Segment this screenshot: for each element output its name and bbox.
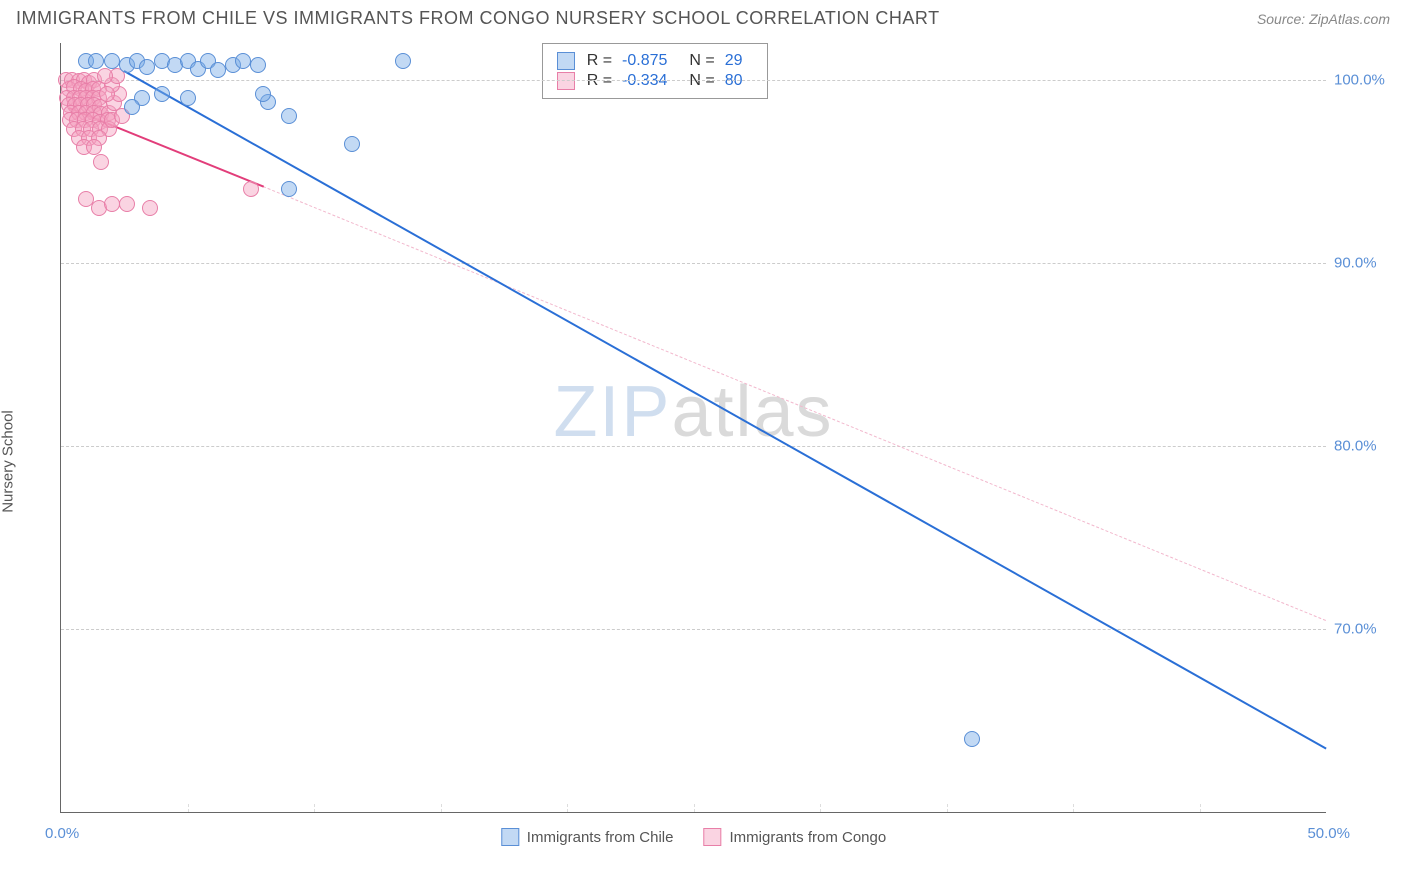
x-minor-tick bbox=[441, 804, 442, 812]
data-point bbox=[255, 86, 271, 102]
y-tick-label: 80.0% bbox=[1334, 437, 1398, 454]
gridline bbox=[61, 629, 1326, 630]
data-point bbox=[235, 53, 251, 69]
trend-line bbox=[263, 186, 1326, 621]
data-point bbox=[344, 136, 360, 152]
x-axis-min: 0.0% bbox=[45, 825, 79, 842]
y-axis-label: Nursery School bbox=[0, 410, 17, 513]
x-minor-tick bbox=[820, 804, 821, 812]
data-point bbox=[99, 86, 115, 102]
data-point bbox=[395, 53, 411, 69]
data-point bbox=[104, 196, 120, 212]
data-point bbox=[142, 200, 158, 216]
legend-label: Immigrants from Congo bbox=[729, 829, 886, 846]
data-point bbox=[281, 181, 297, 197]
x-minor-tick bbox=[567, 804, 568, 812]
r-label: R = bbox=[587, 72, 612, 90]
r-label: R = bbox=[587, 52, 612, 70]
chart-title: IMMIGRANTS FROM CHILE VS IMMIGRANTS FROM… bbox=[16, 8, 940, 29]
y-tick-label: 70.0% bbox=[1334, 620, 1398, 637]
title-bar: IMMIGRANTS FROM CHILE VS IMMIGRANTS FROM… bbox=[0, 0, 1406, 33]
data-point bbox=[154, 86, 170, 102]
gridline bbox=[61, 80, 1326, 81]
correlation-legend: R = -0.875 N = 29 R = -0.334 N = 80 bbox=[542, 43, 768, 99]
data-point bbox=[180, 90, 196, 106]
trend-line bbox=[124, 71, 1327, 750]
watermark: ZIPatlas bbox=[553, 371, 833, 453]
watermark-part1: ZIP bbox=[553, 372, 671, 452]
legend-item: Immigrants from Congo bbox=[703, 828, 886, 846]
plot-region: ZIPatlas R = -0.875 N = 29 R = -0.334 N … bbox=[60, 43, 1326, 813]
data-point bbox=[964, 731, 980, 747]
data-point bbox=[86, 139, 102, 155]
r-value: -0.334 bbox=[622, 72, 667, 90]
legend-row: R = -0.334 N = 80 bbox=[557, 72, 753, 90]
legend-label: Immigrants from Chile bbox=[527, 829, 674, 846]
legend-swatch-chile bbox=[557, 52, 575, 70]
data-point bbox=[88, 53, 104, 69]
series-legend: Immigrants from Chile Immigrants from Co… bbox=[501, 828, 886, 846]
gridline bbox=[61, 263, 1326, 264]
data-point bbox=[97, 68, 113, 84]
x-minor-tick bbox=[1200, 804, 1201, 812]
legend-swatch-congo bbox=[703, 828, 721, 846]
data-point bbox=[93, 154, 109, 170]
x-minor-tick bbox=[314, 804, 315, 812]
data-point bbox=[243, 181, 259, 197]
data-point bbox=[250, 57, 266, 73]
gridline bbox=[61, 446, 1326, 447]
x-minor-tick bbox=[947, 804, 948, 812]
data-point bbox=[281, 108, 297, 124]
legend-row: R = -0.875 N = 29 bbox=[557, 52, 753, 70]
data-point bbox=[210, 62, 226, 78]
chart-area: Nursery School ZIPatlas R = -0.875 N = 2… bbox=[0, 33, 1406, 873]
data-point bbox=[139, 59, 155, 75]
y-tick-label: 90.0% bbox=[1334, 254, 1398, 271]
x-axis-max: 50.0% bbox=[1307, 825, 1350, 842]
x-minor-tick bbox=[1073, 804, 1074, 812]
r-value: -0.875 bbox=[622, 52, 667, 70]
n-value: 29 bbox=[725, 52, 743, 70]
x-minor-tick bbox=[694, 804, 695, 812]
watermark-part2: atlas bbox=[671, 372, 833, 452]
n-label: N = bbox=[689, 72, 714, 90]
source-label: Source: ZipAtlas.com bbox=[1257, 11, 1390, 27]
n-value: 80 bbox=[725, 72, 743, 90]
legend-swatch-congo bbox=[557, 72, 575, 90]
legend-swatch-chile bbox=[501, 828, 519, 846]
x-minor-tick bbox=[188, 804, 189, 812]
data-point bbox=[124, 99, 140, 115]
legend-item: Immigrants from Chile bbox=[501, 828, 674, 846]
y-tick-label: 100.0% bbox=[1334, 71, 1398, 88]
data-point bbox=[104, 53, 120, 69]
n-label: N = bbox=[689, 52, 714, 70]
data-point bbox=[119, 196, 135, 212]
